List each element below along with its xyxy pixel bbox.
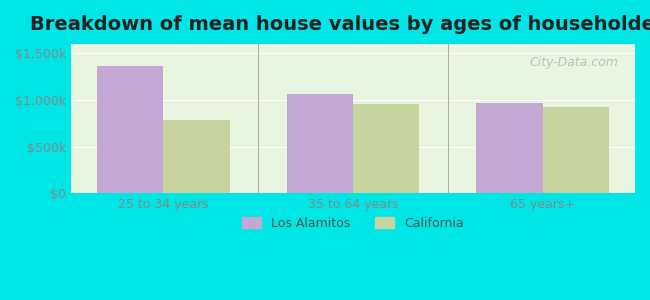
Legend: Los Alamitos, California: Los Alamitos, California — [237, 212, 469, 235]
Bar — [353, 104, 419, 193]
Bar — [287, 94, 353, 193]
Text: City-Data.com: City-Data.com — [529, 56, 618, 69]
Title: Breakdown of mean house values by ages of householders: Breakdown of mean house values by ages o… — [30, 15, 650, 34]
Bar — [163, 121, 229, 193]
Bar — [543, 107, 609, 193]
Bar — [476, 103, 543, 193]
Bar — [97, 66, 163, 193]
